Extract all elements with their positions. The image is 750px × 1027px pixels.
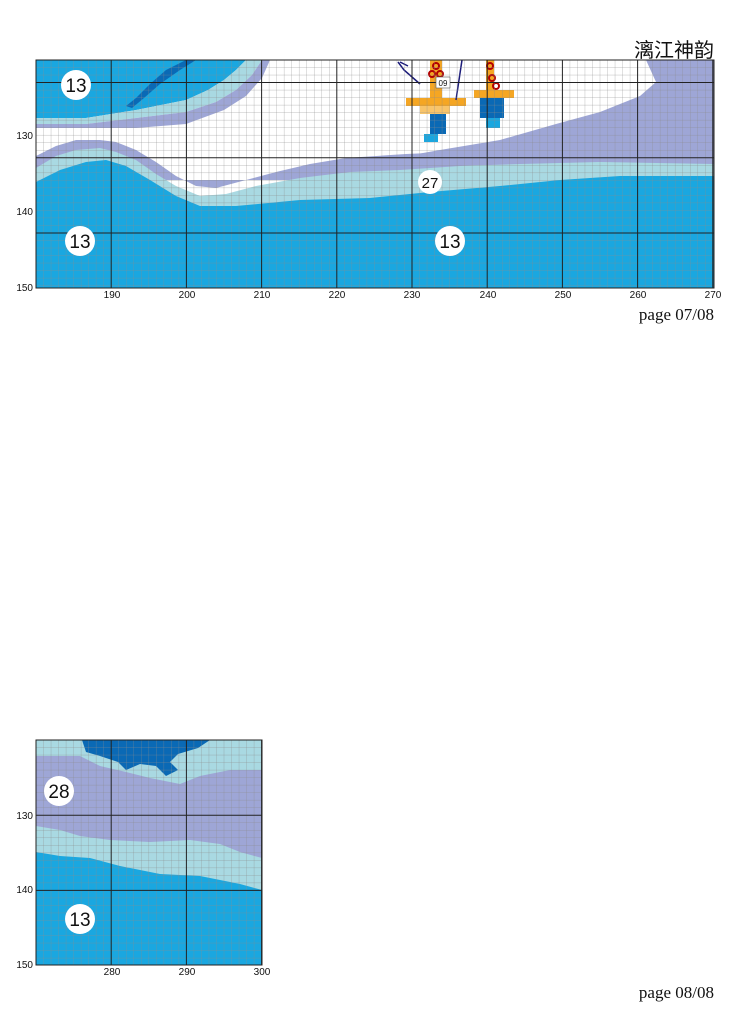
color-code-badge: 13 [435, 226, 465, 256]
x-tick-label: 300 [254, 967, 271, 978]
color-code-badge: 13 [65, 226, 95, 256]
svg-text:13: 13 [69, 910, 90, 931]
dark-blue-streak [82, 740, 210, 776]
color-code-badge: 28 [44, 776, 74, 806]
svg-text:09: 09 [439, 79, 448, 88]
y-tick-label: 150 [16, 960, 33, 971]
y-tick-label: 130 [16, 811, 33, 822]
panel-2-y-axis: 130 140 150 [16, 811, 33, 971]
y-tick-label: 140 [16, 885, 33, 896]
y-tick-label: 150 [16, 283, 33, 294]
chart-panel-2: 280 290 300 130 140 150 28 13 [16, 739, 271, 978]
x-tick-label: 220 [329, 290, 346, 301]
x-tick-label: 270 [705, 290, 722, 301]
y-tick-label: 140 [16, 207, 33, 218]
panel-2-border [35, 739, 263, 966]
page-label-07: page 07/08 [638, 305, 714, 324]
x-tick-label: 200 [179, 290, 196, 301]
svg-text:13: 13 [65, 76, 86, 97]
water-region-lower [36, 160, 714, 288]
panel-1-major-grid [35, 60, 714, 288]
color-code-badge: 13 [61, 70, 91, 100]
panel-1-x-axis: 190 200 210 220 230 240 250 260 270 [104, 290, 722, 301]
lavender-mountain-right [406, 60, 714, 156]
x-tick-label: 280 [104, 967, 121, 978]
svg-text:13: 13 [69, 232, 90, 253]
dark-streak [126, 60, 196, 108]
lavender-strip-upper-left [36, 60, 270, 128]
x-tick-label: 240 [480, 290, 497, 301]
x-tick-label: 210 [254, 290, 271, 301]
x-tick-label: 230 [404, 290, 421, 301]
panel-1-minor-grid [36, 59, 714, 288]
color-code-badge: 27 [418, 170, 442, 194]
svg-text:13: 13 [439, 232, 460, 253]
y-tick-label: 130 [16, 131, 33, 142]
x-tick-label: 250 [555, 290, 572, 301]
svg-text:28: 28 [48, 782, 69, 803]
panel-1-fills [36, 59, 714, 288]
x-tick-label: 260 [630, 290, 647, 301]
color-code-badge: 13 [65, 904, 95, 934]
svg-text:27: 27 [422, 175, 439, 192]
panel-1-y-axis: 130 140 150 [16, 131, 33, 294]
x-tick-label: 190 [104, 290, 121, 301]
page-label-08: page 08/08 [638, 983, 714, 1002]
color-code-small-label: 09 [435, 76, 451, 89]
x-tick-label: 290 [179, 967, 196, 978]
panel-1-border [35, 59, 715, 289]
pole-line [397, 61, 421, 85]
panel-2-x-axis: 280 290 300 [104, 967, 271, 978]
pattern-title: 漓江神韵 [634, 38, 714, 62]
chart-panel-1: 190 200 210 220 230 240 250 260 270 130 … [16, 59, 722, 301]
